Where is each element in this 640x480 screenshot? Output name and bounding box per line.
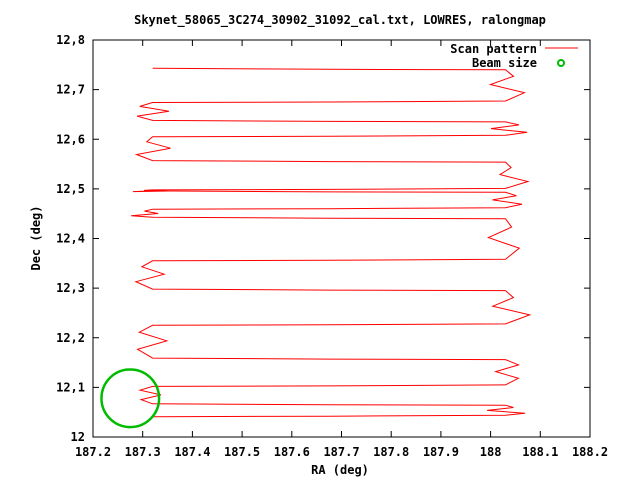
y-tick-label: 12,3: [56, 281, 85, 295]
chart-title: Skynet_58065_3C274_30902_31092_cal.txt, …: [134, 13, 546, 28]
x-tick-label: 187.6: [274, 445, 310, 459]
x-tick-label: 188: [480, 445, 502, 459]
scan-path: [131, 67, 532, 418]
y-tick-label: 12,2: [56, 331, 85, 345]
x-axis-label: RA (deg): [311, 463, 369, 477]
x-axis: 187.2 187.3 187.4 187.5 187.6 187.7 187.8 187.9…: [75, 40, 608, 459]
x-tick-label: 187.9: [423, 445, 459, 459]
x-tick-label: 187.5: [224, 445, 260, 459]
y-axis-label: Dec (deg): [29, 205, 43, 270]
y-tick-label: 12,6: [56, 132, 85, 146]
legend-swatch-beam: [557, 59, 565, 67]
legend-label-beam: Beam size: [472, 56, 537, 70]
legend-label-scan: Scan pattern: [450, 42, 537, 56]
x-tick-label: 188.1: [522, 445, 558, 459]
x-tick-label: 187.7: [323, 445, 359, 459]
x-tick-label: 188.2: [572, 445, 608, 459]
y-axis: 12 12,1 12,2 12,3 12,4 12,5 12,6 12,7 12,8: [56, 33, 590, 444]
y-tick-label: 12,4: [56, 232, 85, 246]
y-tick-label: 12: [71, 430, 85, 444]
x-tick-label: 187.8: [373, 445, 409, 459]
y-tick-label: 12,5: [56, 182, 85, 196]
x-tick-label: 187.2: [75, 445, 111, 459]
y-tick-label: 12,1: [56, 380, 85, 394]
beam-size-circle: [100, 368, 161, 429]
x-tick-label: 187.4: [174, 445, 210, 459]
legend: Scan pattern Beam size: [450, 42, 578, 70]
y-tick-label: 12,8: [56, 33, 85, 47]
scan-pattern: [131, 67, 532, 418]
x-tick-label: 187.3: [125, 445, 161, 459]
y-tick-label: 12,7: [56, 83, 85, 97]
